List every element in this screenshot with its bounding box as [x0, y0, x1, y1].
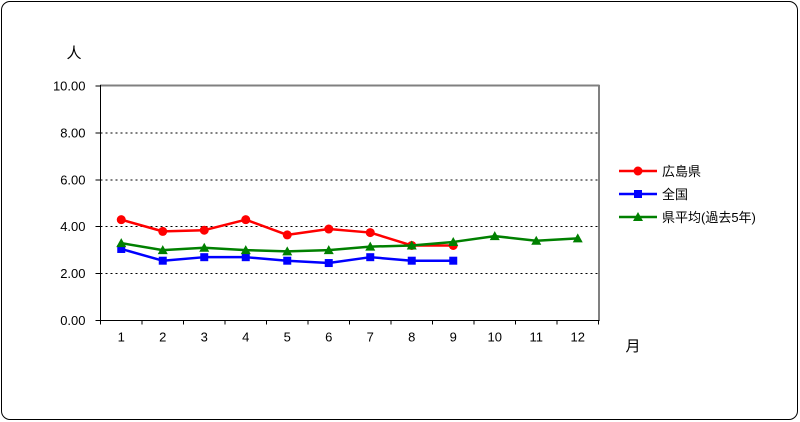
legend-label: 県平均(過去5年) [662, 210, 756, 225]
x-tick-label: 6 [325, 330, 332, 345]
legend: 広島県 全国 県平均(過去5年) [619, 159, 756, 228]
x-tick-label: 1 [118, 330, 125, 345]
x-tick-label: 5 [284, 330, 291, 345]
legend-label: 広島県 [662, 164, 702, 179]
x-tick-label: 2 [159, 330, 166, 345]
legend-marker-red-circle [619, 166, 657, 175]
y-tick-label: 10.00 [53, 79, 86, 94]
y-tick-label: 0.00 [60, 313, 85, 328]
x-tick-label: 4 [242, 330, 249, 345]
x-axis-unit-label: 月 [625, 338, 641, 355]
x-tick-label: 8 [408, 330, 415, 345]
legend-item-national: 全国 [619, 182, 756, 205]
y-tick-label: 4.00 [60, 219, 85, 234]
x-tick-label: 10 [488, 330, 502, 345]
legend-item-hiroshima: 広島県 [619, 159, 756, 182]
y-tick-label: 6.00 [60, 172, 85, 187]
x-tick-label: 3 [201, 330, 208, 345]
legend-item-pref-average: 県平均(過去5年) [619, 205, 756, 228]
x-tick-label: 9 [450, 330, 457, 345]
x-tick-label: 12 [571, 330, 585, 345]
legend-marker-green-triangle [619, 211, 657, 221]
x-tick-label: 7 [367, 330, 374, 345]
x-tick-label: 11 [530, 330, 544, 345]
y-tick-label: 2.00 [60, 266, 85, 281]
legend-label: 全国 [662, 187, 689, 202]
y-axis-unit-label: 人 [66, 45, 82, 62]
legend-marker-blue-square [619, 189, 657, 198]
y-tick-label: 8.00 [60, 125, 85, 140]
